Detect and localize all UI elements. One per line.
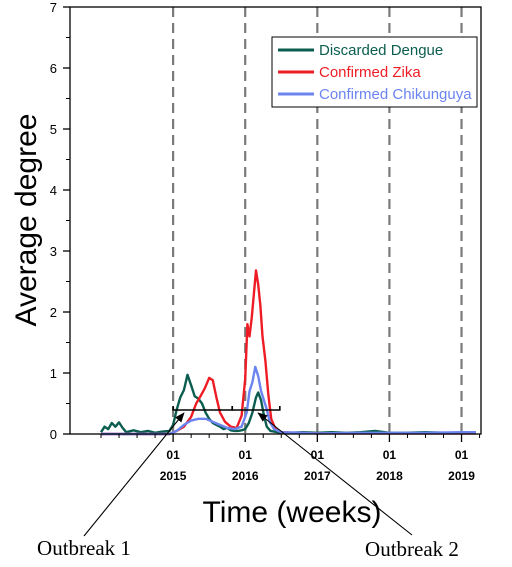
x-axis: 01 2015 01 2016 01 2017 01 2018 01 2019 [100,434,481,483]
y-axis-title: Average degree [10,114,43,327]
y-tick-label: 3 [50,244,57,259]
legend-label: Discarded Dengue [319,42,443,59]
x-tick-label-year: 2016 [232,469,259,483]
x-axis-title: Time (weeks) [203,496,382,529]
outbreak-label: Outbreak 1 [37,536,131,560]
x-tick-label-month: 01 [166,448,180,462]
x-tick-label-month: 01 [455,448,469,462]
y-axis: 0 1 2 3 4 5 6 7 [50,0,70,442]
y-tick-label: 4 [50,183,57,198]
outbreak-bracket [231,406,281,411]
outbreak-label: Outbreak 2 [365,537,459,561]
x-tick-label-month: 01 [383,448,397,462]
outbreak-arrow [83,412,185,537]
x-tick-label-year: 2019 [448,469,475,483]
outbreak-arrow [257,412,413,536]
legend: Discarded Dengue Confirmed Zika Confirmed … [271,36,478,108]
y-tick-label: 0 [50,427,57,442]
y-tick-label: 2 [50,305,57,320]
x-tick-label-year: 2018 [376,469,403,483]
series-line-discarded-dengue [99,373,476,434]
x-tick-label-year: 2017 [304,469,331,483]
y-tick-label: 5 [50,122,57,137]
y-tick-label: 1 [50,366,57,381]
series-lines [99,269,476,436]
x-tick-label-year: 2015 [160,469,187,483]
legend-label: Confirmed Zika [319,64,421,81]
legend-label: Confirmed Chikunguya [319,86,472,103]
y-tick-label: 7 [50,0,57,15]
x-tick-label-month: 01 [311,448,325,462]
series-line-confirmed-chikunguya [101,365,476,436]
x-tick-label-month: 01 [239,448,253,462]
outbreak-annotations: Outbreak 1 Outbreak 2 [37,406,459,561]
y-tick-label: 6 [50,61,57,76]
series-line-confirmed-zika [101,269,476,436]
